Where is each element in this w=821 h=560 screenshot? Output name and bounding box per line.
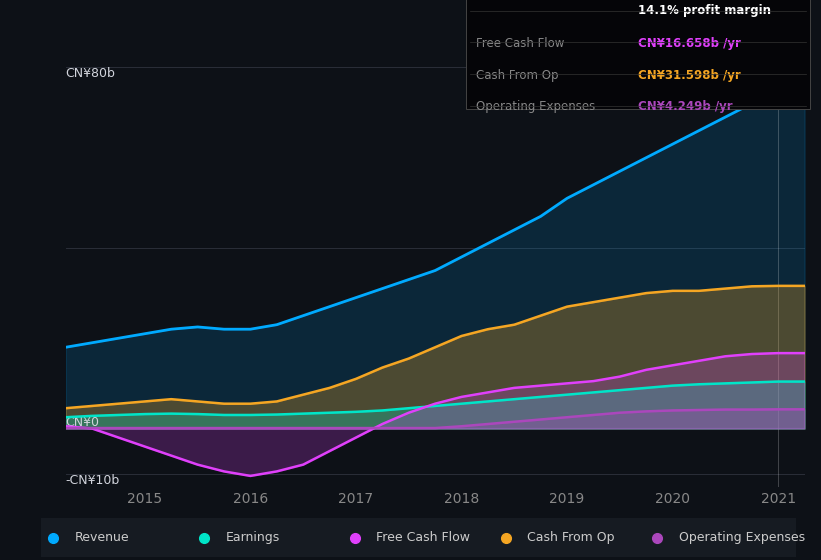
Text: Cash From Op: Cash From Op bbox=[527, 531, 615, 544]
Text: Free Cash Flow: Free Cash Flow bbox=[476, 36, 564, 50]
Text: CN¥0: CN¥0 bbox=[66, 416, 99, 428]
Text: Revenue: Revenue bbox=[74, 531, 129, 544]
Text: 14.1% profit margin: 14.1% profit margin bbox=[639, 4, 771, 17]
Text: CN¥80b: CN¥80b bbox=[66, 67, 116, 81]
Text: Earnings: Earnings bbox=[225, 531, 280, 544]
Text: Operating Expenses: Operating Expenses bbox=[476, 100, 595, 113]
Text: CN¥16.658b /yr: CN¥16.658b /yr bbox=[639, 36, 741, 50]
Text: Operating Expenses: Operating Expenses bbox=[678, 531, 805, 544]
Text: Free Cash Flow: Free Cash Flow bbox=[376, 531, 470, 544]
FancyBboxPatch shape bbox=[466, 0, 810, 109]
Text: CN¥31.598b /yr: CN¥31.598b /yr bbox=[639, 68, 741, 82]
Text: -CN¥10b: -CN¥10b bbox=[66, 474, 120, 487]
Text: Cash From Op: Cash From Op bbox=[476, 68, 558, 82]
Text: CN¥4.249b /yr: CN¥4.249b /yr bbox=[639, 100, 733, 113]
